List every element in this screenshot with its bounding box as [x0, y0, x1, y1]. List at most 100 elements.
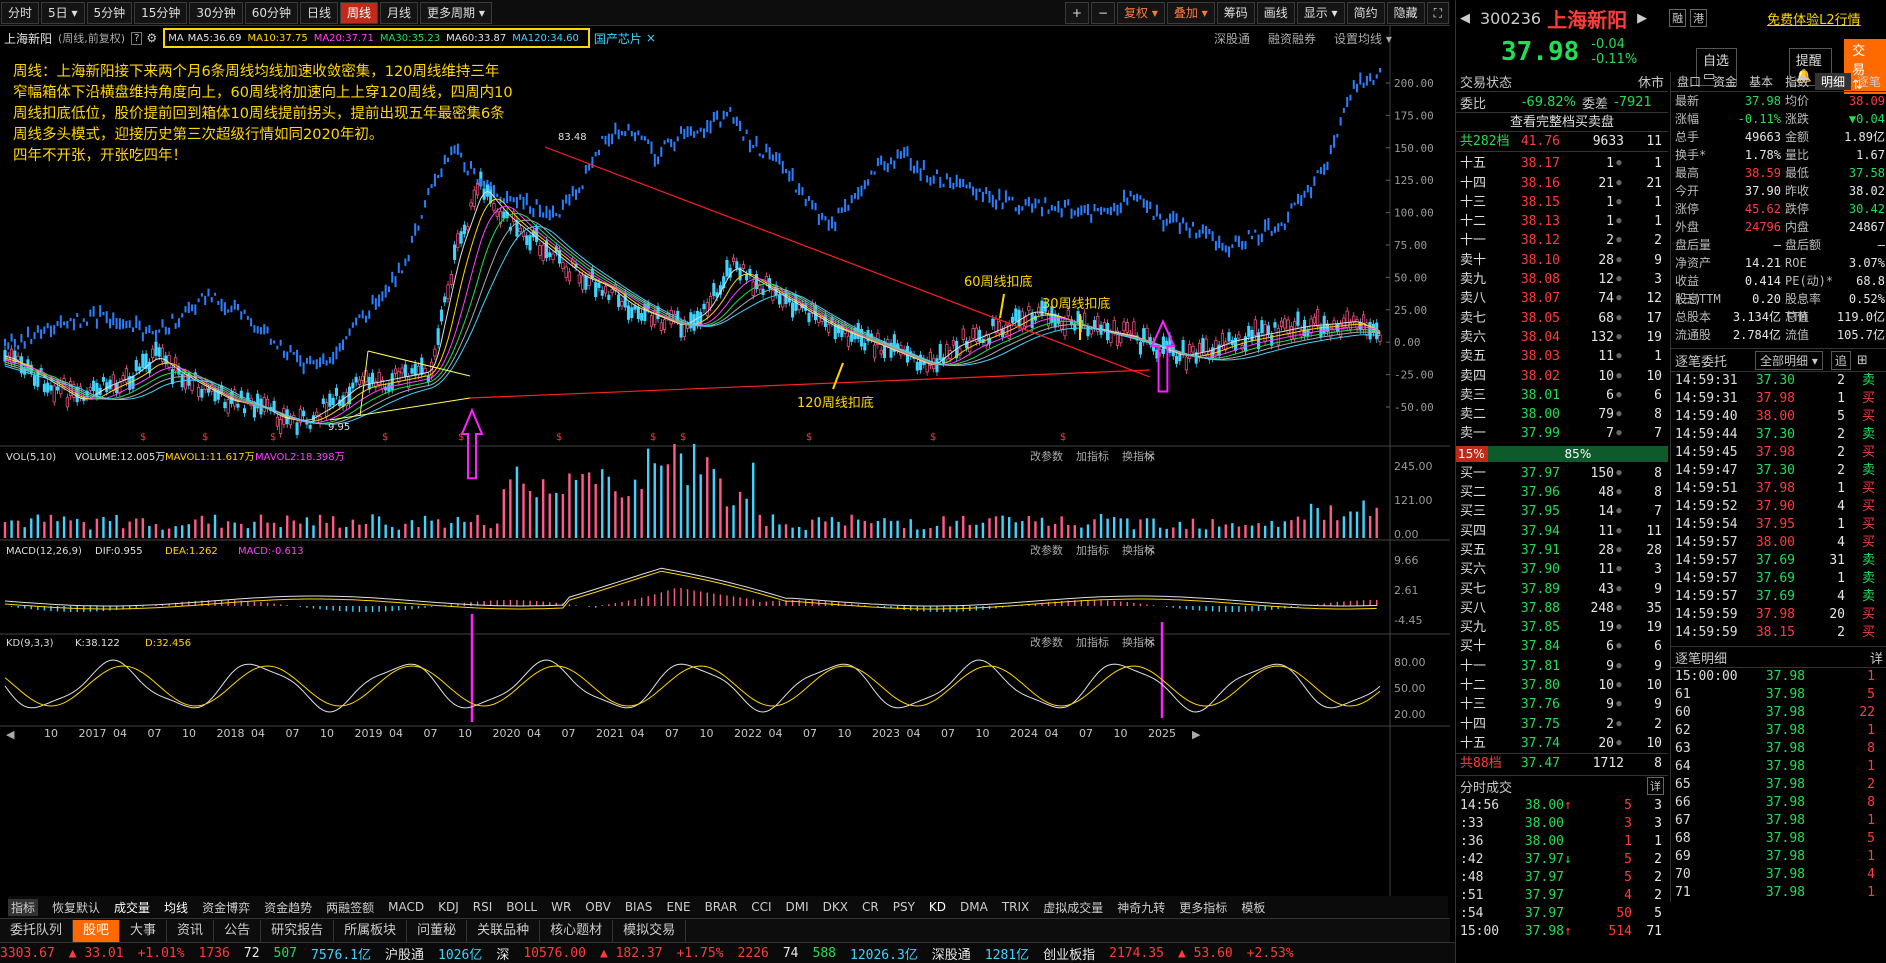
x-scroll-left-icon[interactable]: ◀	[6, 728, 15, 741]
zb-add-icon[interactable]: ⊞	[1856, 352, 1868, 368]
zb-filter-select[interactable]: 全部明细 ▾	[1755, 350, 1823, 370]
indicator-tab-6[interactable]: 两融签额	[326, 900, 375, 915]
period-tab-8[interactable]: 月线	[380, 1, 419, 24]
toolbar-right-6[interactable]: 隐藏	[1386, 1, 1425, 24]
concept-tag[interactable]: 国产芯片	[593, 31, 642, 46]
indicator-tab-24[interactable]: 虚拟成交量	[1043, 900, 1104, 915]
indicator-tab-13[interactable]: BIAS	[624, 900, 653, 914]
panel-close-icon[interactable]: ✕	[1146, 544, 1155, 557]
period-tab-9[interactable]: 更多周期 ▾	[420, 1, 492, 24]
bottom-tab-4[interactable]: 公告	[214, 919, 262, 942]
fullscreen-icon[interactable]: ⛶	[1426, 1, 1449, 24]
indicator-tab-19[interactable]: CR	[862, 900, 879, 914]
header-link-2[interactable]: 设置均线 ▾	[1334, 32, 1392, 46]
period-tab-3[interactable]: 15分钟	[134, 1, 188, 24]
period-tab-2[interactable]: 5分钟	[86, 1, 133, 24]
indicator-tab-22[interactable]: DMA	[960, 900, 988, 914]
ticks-detail-button[interactable]: 详	[1647, 777, 1664, 795]
bottom-tab-5[interactable]: 研究报告	[261, 919, 335, 942]
indicator-tab-23[interactable]: TRIX	[1001, 900, 1030, 914]
panel-link-1-2[interactable]: 换指标	[1122, 543, 1155, 557]
indicator-tab-7[interactable]: MACD	[388, 900, 425, 914]
indicator-tab-5[interactable]: 资金趋势	[264, 900, 313, 915]
help-icon[interactable]: ?	[131, 31, 143, 45]
x-scroll-right-icon[interactable]: ▶	[1192, 728, 1201, 741]
zoom-in-button[interactable]: +	[1064, 1, 1089, 24]
quote-tab-3[interactable]: 指数	[1784, 75, 1809, 89]
header-link-1[interactable]: 融资融券	[1268, 32, 1317, 46]
settings-gear-icon[interactable]: ⚙	[146, 31, 158, 45]
period-tab-6[interactable]: 日线	[299, 1, 338, 24]
kline-chart-svg[interactable]: 200.00175.00150.00125.00100.0075.0050.00…	[0, 26, 1450, 896]
indicator-tab-18[interactable]: DKX	[822, 900, 848, 914]
next-stock-icon[interactable]: ▶	[1637, 10, 1648, 26]
toolbar-right-2[interactable]: 筹码	[1216, 1, 1255, 24]
indicator-tab-1[interactable]: 恢复默认	[52, 900, 101, 915]
period-tab-5[interactable]: 60分钟	[244, 1, 298, 24]
bottom-tab-8[interactable]: 关联品种	[467, 919, 541, 942]
panel-link-0-1[interactable]: 加指标	[1076, 449, 1109, 463]
panel-link-2-1[interactable]: 加指标	[1076, 635, 1109, 649]
toolbar-right-1[interactable]: 叠加 ▾	[1166, 1, 1215, 24]
panel-link-2-2[interactable]: 换指标	[1122, 635, 1155, 649]
indicator-tab-15[interactable]: BRAR	[704, 900, 738, 914]
bottom-tab-10[interactable]: 模拟交易	[613, 919, 687, 942]
quote-tab-5[interactable]: 逐笔	[1856, 75, 1881, 89]
panel-close-icon[interactable]: ✕	[1146, 450, 1155, 463]
indicator-tab-11[interactable]: WR	[551, 900, 572, 914]
indicator-tab-14[interactable]: ENE	[666, 900, 691, 914]
watchlist-button[interactable]: 自选 ▭	[1696, 47, 1737, 86]
indicator-tab-25[interactable]: 神奇九转	[1117, 900, 1166, 915]
quote-tab-4[interactable]: 明细	[1815, 73, 1851, 90]
panel-link-2-0[interactable]: 改参数	[1030, 635, 1063, 649]
indicator-tab-16[interactable]: CCI	[751, 900, 772, 914]
indicator-tab-3[interactable]: 均线	[164, 900, 189, 915]
quote-tab-2[interactable]: 基本	[1748, 75, 1773, 89]
prev-stock-icon[interactable]: ◀	[1460, 10, 1470, 26]
panel-link-1-0[interactable]: 改参数	[1030, 543, 1063, 557]
bottom-tab-3[interactable]: 资讯	[167, 919, 215, 942]
indicator-tab-27[interactable]: 模板	[1241, 900, 1266, 915]
bottom-tab-2[interactable]: 大事	[120, 919, 168, 942]
period-tab-1[interactable]: 5日 ▾	[41, 1, 85, 24]
panel-close-icon[interactable]: ✕	[1146, 636, 1155, 649]
toolbar-right-4[interactable]: 显示 ▾	[1296, 1, 1345, 24]
quote-tab-0[interactable]: 盘口	[1676, 75, 1701, 89]
trade-button[interactable]: 交易 ⇅	[1844, 39, 1886, 94]
quote-tab-1[interactable]: 资金	[1712, 75, 1737, 89]
zb-chase-button[interactable]: 追	[1830, 350, 1851, 370]
l2-trial-link[interactable]: 免费体验L2行情	[1767, 12, 1861, 28]
indicator-tab-10[interactable]: BOLL	[506, 900, 538, 914]
chart-area[interactable]: 200.00 175.00 150.00 125.00 100.00 75.00 50.00…	[0, 26, 1450, 896]
indicator-tab-9[interactable]: RSI	[472, 900, 493, 914]
panel-link-0-2[interactable]: 换指标	[1122, 449, 1155, 463]
toolbar-right-3[interactable]: 画线	[1256, 1, 1295, 24]
full-book-link[interactable]: 查看完整档买卖盘	[1456, 112, 1668, 132]
indicator-tab-12[interactable]: OBV	[585, 900, 611, 914]
indicator-tab-21[interactable]: KD	[928, 900, 947, 914]
indicator-tab-8[interactable]: KDJ	[438, 900, 459, 914]
indicator-tab-26[interactable]: 更多指标	[1179, 900, 1228, 915]
indicator-tab-17[interactable]: DMI	[785, 900, 809, 914]
period-tab-0[interactable]: 分时	[1, 1, 40, 24]
indicator-tab-4[interactable]: 资金博弈	[202, 900, 251, 915]
alert-button[interactable]: 提醒 🔔	[1788, 47, 1833, 86]
bottom-tab-0[interactable]: 委托队列	[0, 919, 74, 942]
zbmx-detail-button[interactable]: 详	[1869, 651, 1883, 667]
toolbar-right-5[interactable]: 简约	[1346, 1, 1385, 24]
indicator-tab-2[interactable]: 成交量	[114, 900, 151, 915]
period-tab-4[interactable]: 30分钟	[189, 1, 243, 24]
indicator-tab-0[interactable]: 指标	[8, 898, 39, 916]
bottom-tab-1[interactable]: 股吧	[73, 919, 121, 942]
bottom-tab-6[interactable]: 所属板块	[334, 919, 408, 942]
toolbar-right-0[interactable]: 复权 ▾	[1117, 1, 1165, 24]
panel-link-0-0[interactable]: 改参数	[1030, 449, 1063, 463]
bottom-tab-7[interactable]: 问董秘	[407, 919, 468, 942]
zoom-out-button[interactable]: −	[1090, 1, 1115, 24]
indicator-tab-20[interactable]: PSY	[892, 900, 915, 914]
period-tab-7[interactable]: 周线	[340, 1, 379, 24]
panel-link-1-1[interactable]: 加指标	[1076, 543, 1109, 557]
header-link-0[interactable]: 深股通	[1214, 32, 1251, 46]
bottom-tab-9[interactable]: 核心题材	[540, 919, 614, 942]
close-concept-icon[interactable]: ×	[645, 31, 656, 45]
